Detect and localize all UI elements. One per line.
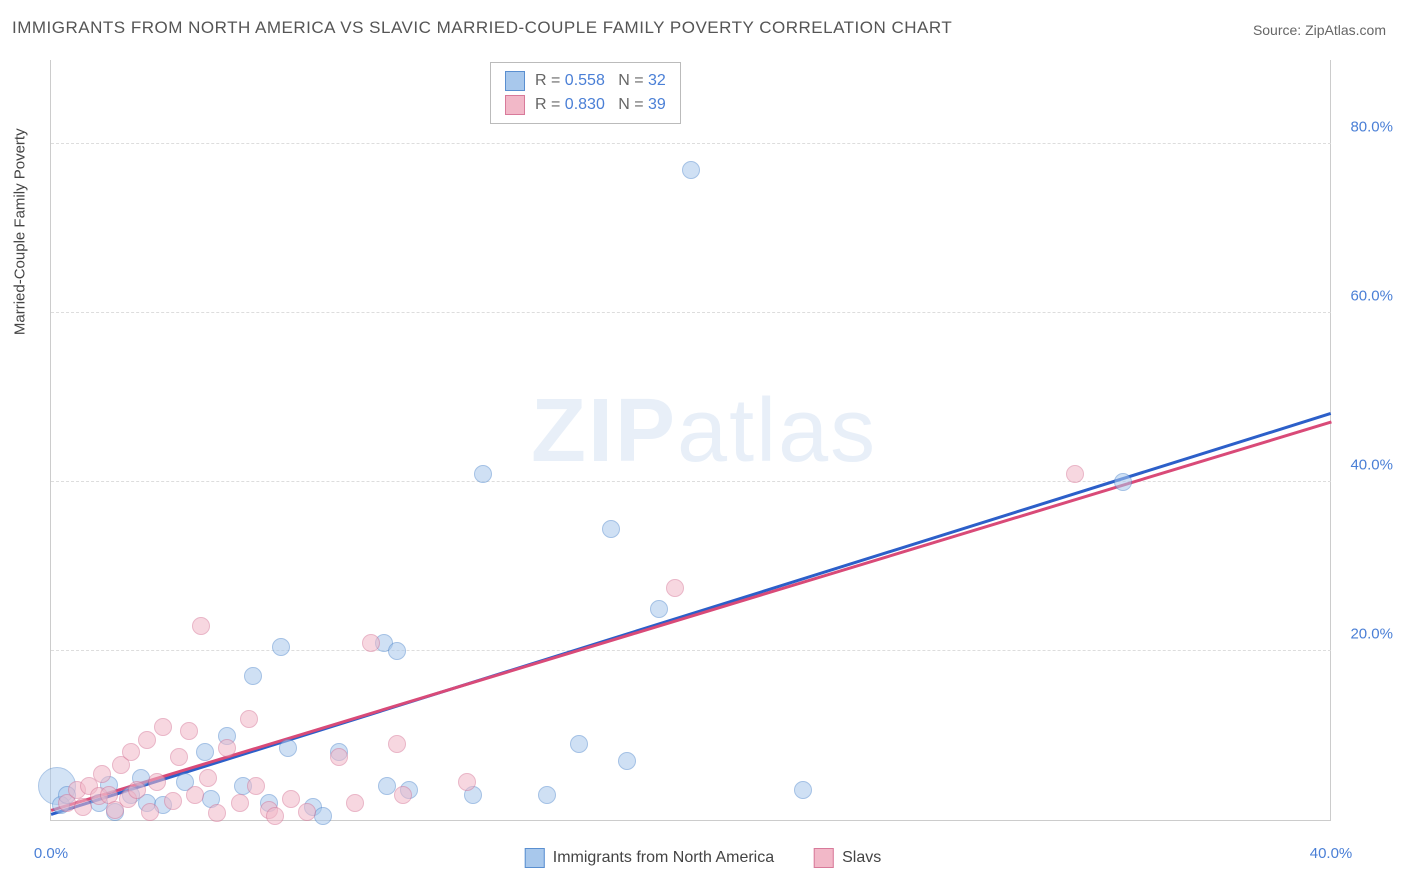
scatter-point xyxy=(650,600,668,618)
scatter-point xyxy=(141,803,159,821)
scatter-point xyxy=(282,790,300,808)
scatter-point xyxy=(122,743,140,761)
legend-swatch xyxy=(814,848,834,868)
scatter-point xyxy=(474,465,492,483)
scatter-point xyxy=(602,520,620,538)
scatter-point xyxy=(794,781,812,799)
source-label: Source: ZipAtlas.com xyxy=(1253,22,1386,38)
scatter-point xyxy=(244,667,262,685)
scatter-point xyxy=(272,638,290,656)
scatter-point xyxy=(231,794,249,812)
scatter-point xyxy=(362,634,380,652)
scatter-point xyxy=(199,769,217,787)
scatter-point xyxy=(538,786,556,804)
x-tick-label: 0.0% xyxy=(34,845,68,862)
y-tick-label: 80.0% xyxy=(1350,119,1393,136)
legend-swatch xyxy=(505,95,525,115)
scatter-point xyxy=(666,579,684,597)
legend-label: Slavs xyxy=(842,849,881,867)
legend-item: Slavs xyxy=(814,848,881,868)
x-tick-label: 40.0% xyxy=(1310,845,1353,862)
scatter-point xyxy=(279,739,297,757)
y-tick-label: 20.0% xyxy=(1350,626,1393,643)
scatter-point xyxy=(93,765,111,783)
scatter-point xyxy=(314,807,332,825)
scatter-point xyxy=(682,161,700,179)
scatter-point xyxy=(208,804,226,822)
scatter-point xyxy=(148,773,166,791)
scatter-plot: ZIPatlas 20.0%40.0%60.0%80.0%0.0%40.0% xyxy=(50,60,1331,821)
y-axis-label: Married-Couple Family Poverty xyxy=(12,128,29,335)
scatter-point xyxy=(240,710,258,728)
scatter-point xyxy=(218,739,236,757)
scatter-point xyxy=(154,718,172,736)
correlation-legend: R = 0.558 N = 32R = 0.830 N = 39 xyxy=(490,62,681,124)
watermark: ZIPatlas xyxy=(531,380,877,483)
legend-label: Immigrants from North America xyxy=(553,849,774,867)
scatter-point xyxy=(394,786,412,804)
legend-row: R = 0.830 N = 39 xyxy=(505,93,666,117)
scatter-point xyxy=(196,743,214,761)
scatter-point xyxy=(570,735,588,753)
scatter-point xyxy=(138,731,156,749)
scatter-point xyxy=(192,617,210,635)
legend-row: R = 0.558 N = 32 xyxy=(505,69,666,93)
scatter-point xyxy=(170,748,188,766)
legend-swatch xyxy=(525,848,545,868)
scatter-point xyxy=(1114,473,1132,491)
scatter-point xyxy=(180,722,198,740)
scatter-point xyxy=(618,752,636,770)
scatter-point xyxy=(388,735,406,753)
chart-title: IMMIGRANTS FROM NORTH AMERICA VS SLAVIC … xyxy=(12,18,952,38)
scatter-point xyxy=(346,794,364,812)
scatter-point xyxy=(458,773,476,791)
scatter-point xyxy=(247,777,265,795)
scatter-point xyxy=(388,642,406,660)
scatter-point xyxy=(266,807,284,825)
scatter-point xyxy=(330,748,348,766)
scatter-point xyxy=(186,786,204,804)
legend-item: Immigrants from North America xyxy=(525,848,774,868)
y-tick-label: 60.0% xyxy=(1350,288,1393,305)
y-tick-label: 40.0% xyxy=(1350,457,1393,474)
scatter-point xyxy=(74,798,92,816)
scatter-point xyxy=(298,803,316,821)
series-legend: Immigrants from North America Slavs xyxy=(525,848,882,868)
scatter-point xyxy=(164,792,182,810)
trend-line xyxy=(51,421,1332,812)
scatter-point xyxy=(1066,465,1084,483)
scatter-point xyxy=(128,781,146,799)
legend-swatch xyxy=(505,71,525,91)
